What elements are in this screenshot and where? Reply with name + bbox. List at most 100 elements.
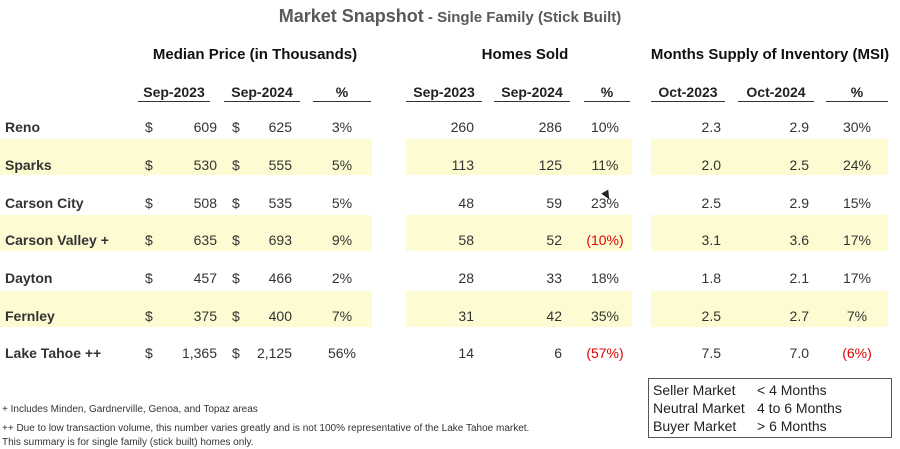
legend-value: < 4 Months <box>757 382 827 398</box>
title-subtitle: Single Family (Stick Built) <box>437 9 622 26</box>
col-header-msi-pct: % <box>826 84 888 102</box>
sold-sep2024: 52 <box>546 232 562 248</box>
legend-label: Neutral Market <box>653 400 745 416</box>
price-sep2023: 457 <box>193 270 217 286</box>
group-header-msi: Months Supply of Inventory (MSI) <box>650 46 890 63</box>
sold-pct: 10% <box>590 119 620 135</box>
currency-symbol: $ <box>232 308 240 324</box>
col-header-msi-oct2023: Oct-2023 <box>651 84 725 102</box>
price-sep2023: 530 <box>193 157 217 173</box>
sold-sep2024: 6 <box>554 345 562 361</box>
price-sep2024: 466 <box>268 270 292 286</box>
sold-sep2023: 31 <box>458 308 474 324</box>
msi-oct2024: 3.6 <box>789 232 809 248</box>
price-sep2024: 2,125 <box>256 345 292 361</box>
col-header-sold-pct: % <box>584 84 630 102</box>
msi-pct: 7% <box>846 308 868 324</box>
legend-value: 4 to 6 Months <box>757 400 842 416</box>
row-label: Sparks <box>5 157 52 173</box>
msi-oct2024: 2.9 <box>789 195 809 211</box>
price-sep2024: 693 <box>268 232 292 248</box>
price-sep2024: 625 <box>268 119 292 135</box>
currency-symbol: $ <box>145 308 153 324</box>
currency-symbol: $ <box>232 157 240 173</box>
price-sep2023: 609 <box>193 119 217 135</box>
sold-sep2024: 42 <box>546 308 562 324</box>
price-sep2024: 535 <box>268 195 292 211</box>
currency-symbol: $ <box>232 270 240 286</box>
msi-oct2024: 2.5 <box>789 157 809 173</box>
page-title: Market Snapshot - Single Family (Stick B… <box>0 6 900 27</box>
sold-sep2023: 48 <box>458 195 474 211</box>
price-pct: 5% <box>331 157 353 173</box>
msi-oct2024: 7.0 <box>789 345 809 361</box>
sold-pct: (57%) <box>586 345 624 361</box>
price-pct: 3% <box>331 119 353 135</box>
msi-oct2023: 7.5 <box>701 345 721 361</box>
group-header-median-price: Median Price (in Thousands) <box>152 46 358 63</box>
currency-symbol: $ <box>145 157 153 173</box>
row-band <box>0 215 372 251</box>
price-sep2023: 1,365 <box>181 345 217 361</box>
sold-sep2024: 125 <box>538 157 562 173</box>
sold-sep2023: 28 <box>458 270 474 286</box>
msi-oct2024: 2.1 <box>789 270 809 286</box>
footnote: ++ Due to low transaction volume, this n… <box>2 423 530 434</box>
currency-symbol: $ <box>232 345 240 361</box>
row-band <box>651 139 888 175</box>
price-pct: 9% <box>331 232 353 248</box>
price-pct: 7% <box>331 308 353 324</box>
sold-sep2023: 113 <box>451 157 474 173</box>
msi-pct: 17% <box>842 232 872 248</box>
row-band <box>406 215 632 251</box>
price-sep2023: 508 <box>193 195 217 211</box>
legend-value: > 6 Months <box>757 418 827 434</box>
row-label: Dayton <box>5 270 53 286</box>
price-sep2023: 635 <box>193 232 217 248</box>
row-band <box>651 215 888 251</box>
currency-symbol: $ <box>232 119 240 135</box>
msi-oct2023: 1.8 <box>701 270 721 286</box>
footnote: + Includes Minden, Gardnerville, Genoa, … <box>2 404 258 415</box>
msi-pct: (6%) <box>842 345 872 361</box>
col-header-sold-sep2023: Sep-2023 <box>406 84 482 102</box>
msi-oct2024: 2.9 <box>789 119 809 135</box>
group-header-homes-sold: Homes Sold <box>481 46 569 63</box>
legend-label: Seller Market <box>653 382 736 398</box>
sold-sep2023: 260 <box>450 119 474 135</box>
price-sep2024: 555 <box>268 157 292 173</box>
row-band <box>0 291 372 327</box>
col-header-sold-sep2024: Sep-2024 <box>494 84 570 102</box>
footnote: This summary is for single family (stick… <box>2 437 254 448</box>
msi-oct2024: 2.7 <box>789 308 809 324</box>
sold-pct: (10%) <box>586 232 624 248</box>
legend-label: Buyer Market <box>653 418 737 434</box>
sold-sep2024: 33 <box>546 270 562 286</box>
row-label: Carson Valley + <box>5 232 109 248</box>
msi-oct2023: 2.3 <box>701 119 721 135</box>
currency-symbol: $ <box>232 195 240 211</box>
row-label: Carson City <box>5 195 84 211</box>
row-label: Fernley <box>5 308 55 324</box>
sold-sep2024: 59 <box>546 195 562 211</box>
market-legend: Seller Market < 4 Months Neutral Market 4 … <box>648 378 892 438</box>
sold-pct: 23% <box>590 195 620 211</box>
msi-pct: 15% <box>842 195 872 211</box>
currency-symbol: $ <box>145 195 153 211</box>
currency-symbol: $ <box>232 232 240 248</box>
msi-pct: 30% <box>842 119 872 135</box>
row-label: Lake Tahoe ++ <box>5 345 102 361</box>
sold-sep2023: 14 <box>458 345 474 361</box>
row-band <box>406 291 632 327</box>
row-band <box>651 291 888 327</box>
msi-oct2023: 2.0 <box>701 157 721 173</box>
price-sep2024: 400 <box>268 308 292 324</box>
msi-oct2023: 2.5 <box>701 308 721 324</box>
sold-pct: 18% <box>590 270 620 286</box>
row-band <box>0 139 372 175</box>
title-separator: - <box>423 9 438 26</box>
price-pct: 2% <box>331 270 353 286</box>
currency-symbol: $ <box>145 270 153 286</box>
legend-row-seller: Seller Market < 4 Months <box>653 382 827 398</box>
msi-oct2023: 2.5 <box>701 195 721 211</box>
